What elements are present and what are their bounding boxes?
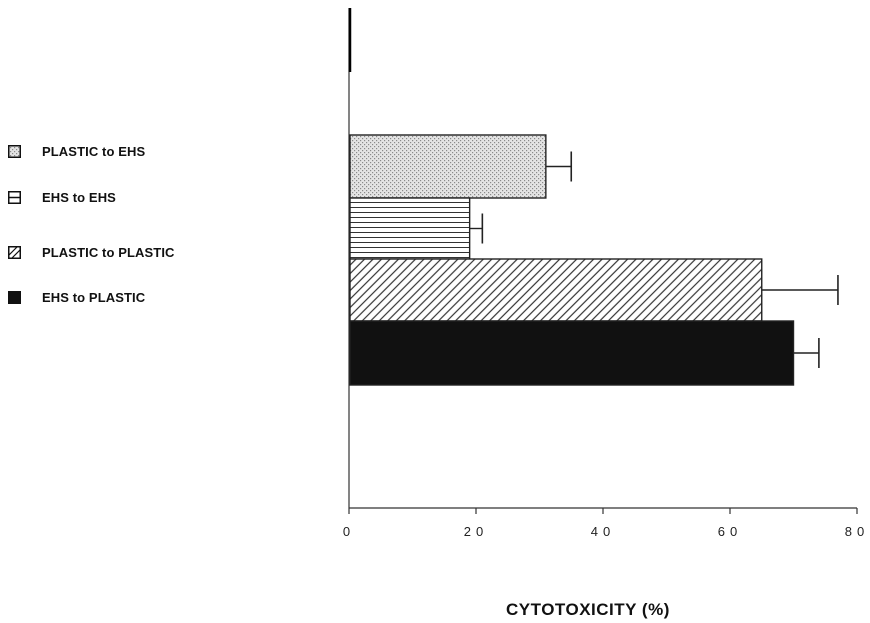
x-tick-label: 40 — [591, 524, 615, 539]
legend-label: EHS to PLASTIC — [42, 290, 146, 305]
stipple-swatch-icon — [8, 145, 21, 158]
bar-ehs-to-plastic — [349, 320, 795, 386]
x-axis-title: CYTOTOXICITY (%) — [506, 600, 670, 619]
diagonal-hatch-swatch-icon — [8, 246, 21, 259]
error-bar — [793, 338, 820, 368]
legend-item-ehs-to-ehs: EHS to EHS — [8, 190, 116, 205]
x-tick-label: 0 — [343, 524, 355, 539]
legend-item-ehs-to-plastic: EHS to PLASTIC — [8, 290, 145, 305]
legend-label: PLASTIC to PLASTIC — [42, 245, 175, 260]
horizontal-lines-swatch-icon — [8, 191, 21, 204]
x-tick-label: 60 — [718, 524, 742, 539]
x-tick-label: 80 — [845, 524, 869, 539]
error-bar — [545, 151, 573, 182]
legend-label: PLASTIC to EHS — [42, 144, 146, 159]
x-tick-label: 20 — [464, 524, 488, 539]
bar-plastic-to-plastic — [349, 258, 763, 322]
error-bar — [469, 213, 484, 244]
x-axis-ticks: 0 20 40 60 80 — [343, 508, 869, 539]
solid-black-swatch-icon — [8, 291, 21, 304]
error-bar — [761, 275, 839, 305]
legend-item-plastic-to-ehs: PLASTIC to EHS — [8, 144, 145, 159]
bar-plastic-to-ehs — [349, 134, 547, 199]
bars — [349, 134, 839, 386]
bar-ehs-to-ehs — [349, 197, 471, 260]
legend-label: EHS to EHS — [42, 190, 116, 205]
legend-item-plastic-to-plastic: PLASTIC to PLASTIC — [8, 245, 175, 260]
